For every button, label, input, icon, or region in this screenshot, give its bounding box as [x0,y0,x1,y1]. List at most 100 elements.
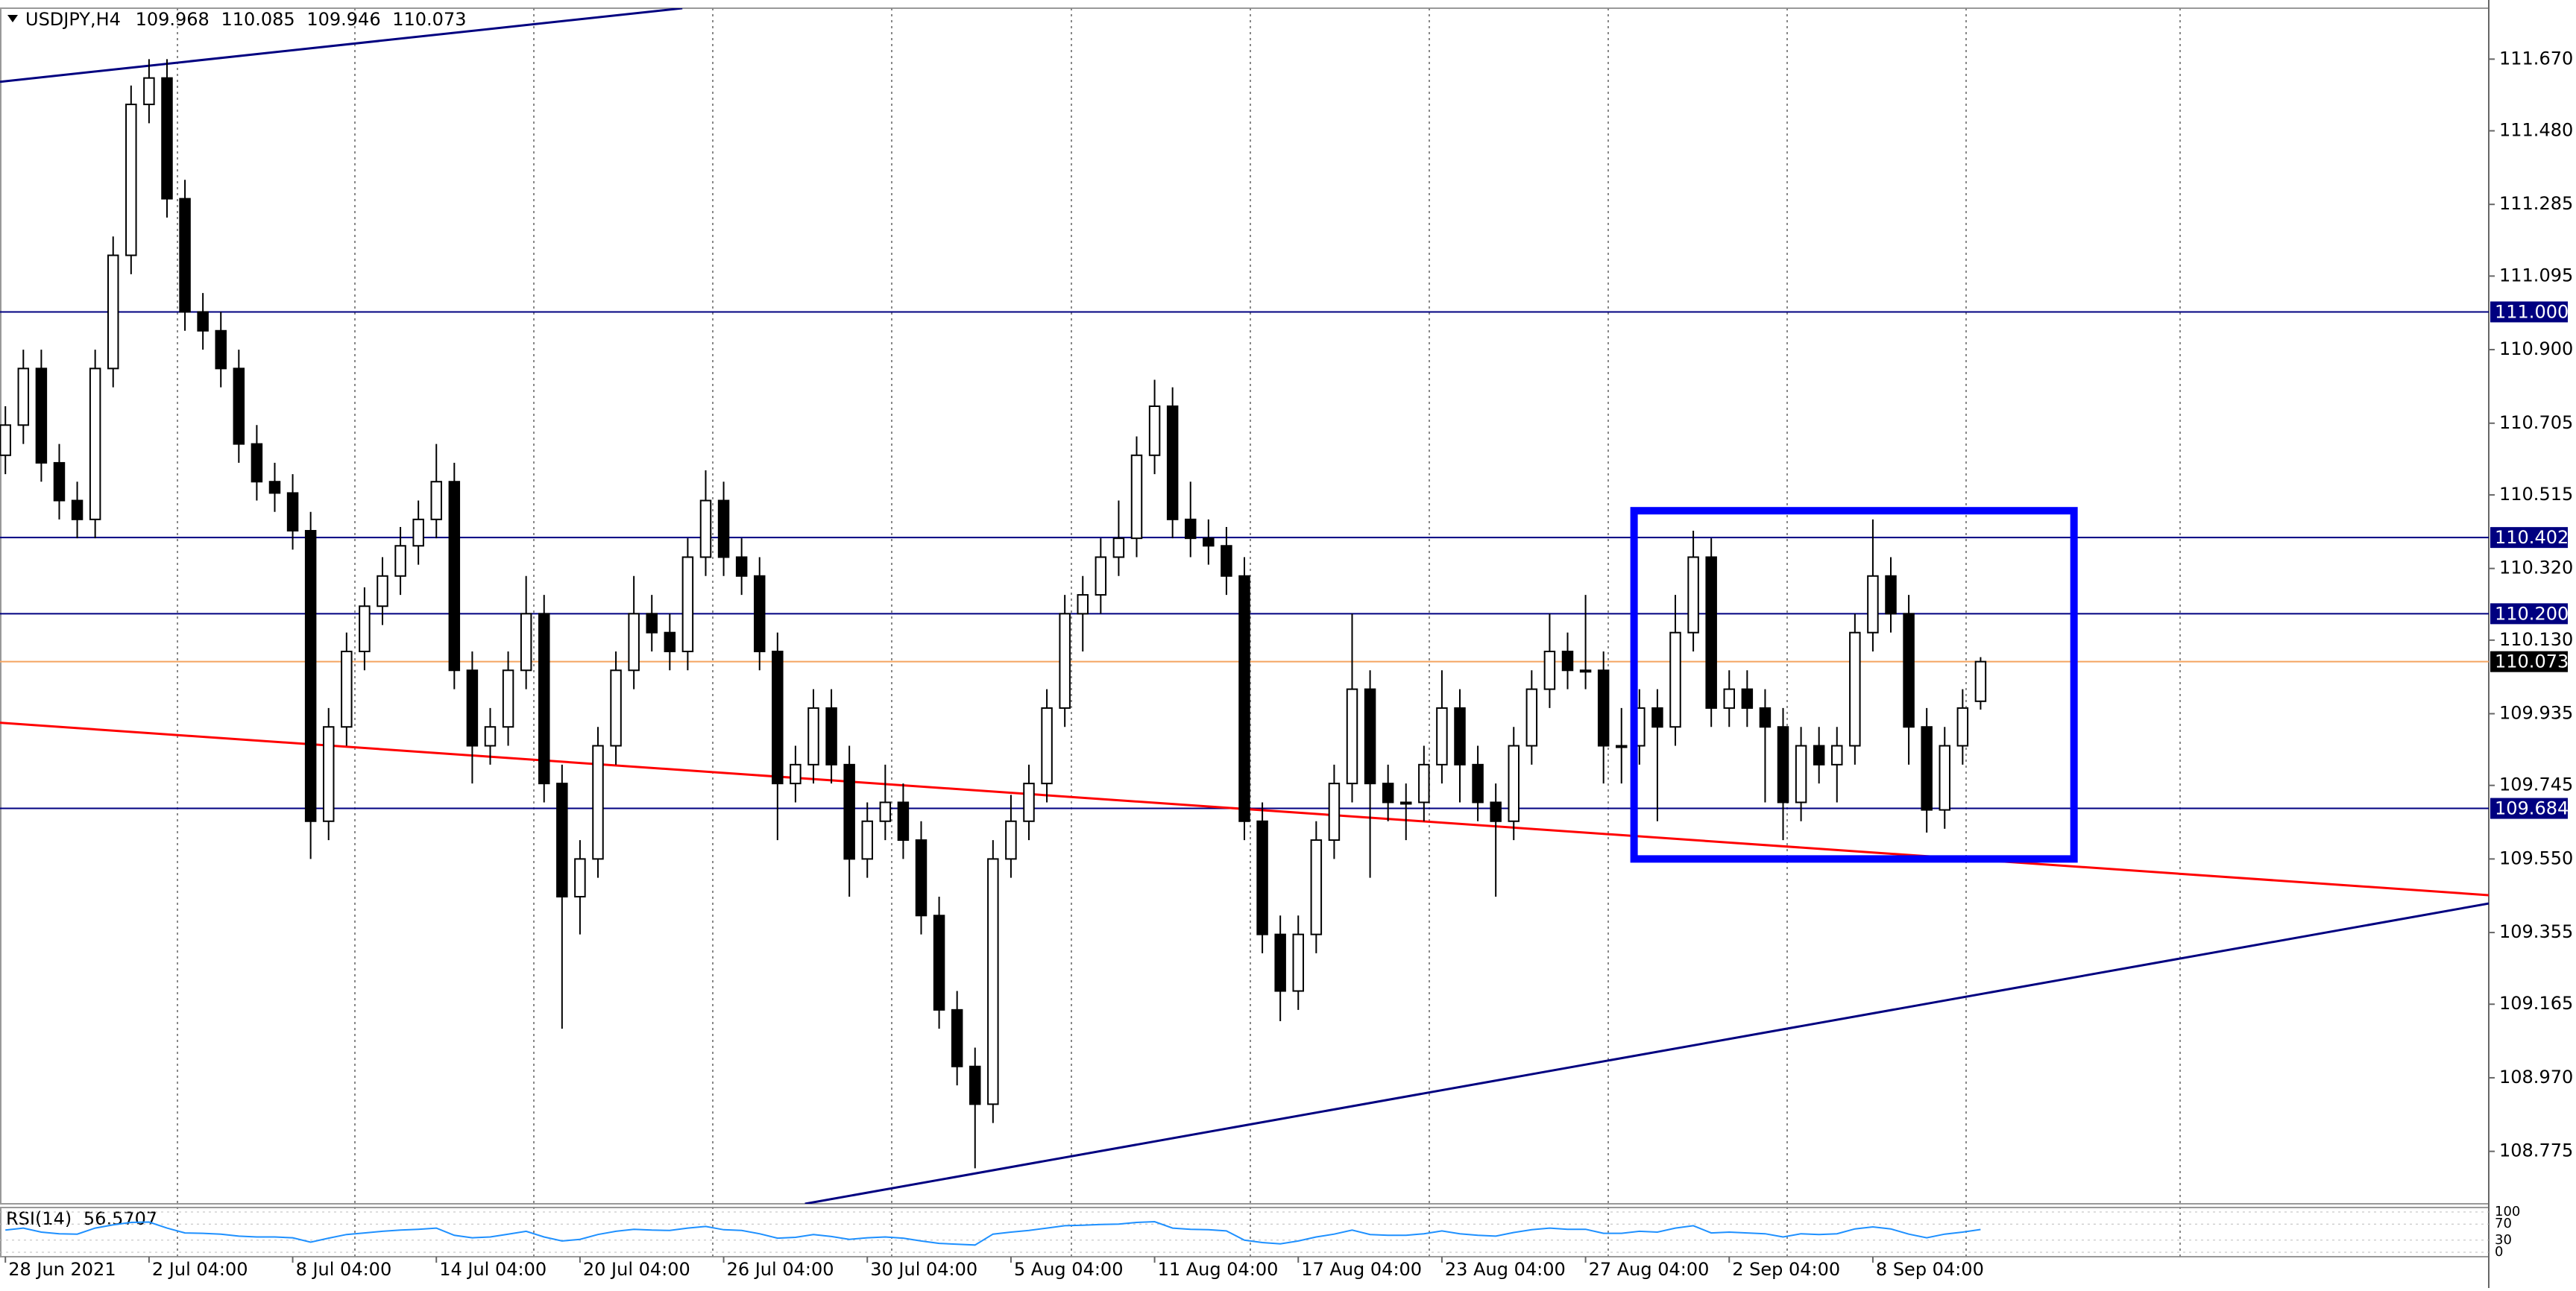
candle-body [897,801,910,842]
candle-body [322,726,335,822]
y-tick-label: 110.515 [2499,484,2573,505]
last-open: 109.968 [136,9,210,30]
candle-body [1364,688,1376,785]
candle-body [1023,783,1035,822]
candle-body [735,556,748,577]
candle-body [161,77,173,200]
candle-body [699,499,712,558]
y-tick-label: 111.480 [2499,119,2573,140]
level-tag [2490,798,2568,819]
candle-body [125,104,137,256]
candle-body [1454,707,1466,766]
candle-body [1130,454,1143,540]
trendline [804,902,2489,1204]
candle-body [107,254,119,370]
candle-body [556,783,568,897]
candle-body [1148,405,1161,456]
y-tick-label: 110.705 [2499,412,2573,433]
level-label: 111.000 [2495,301,2569,322]
candle-body [143,77,155,106]
candle-body [1921,726,1933,811]
symbol: USDJPY,H4 [25,9,121,30]
candle-body [304,530,317,822]
menu-arrow [7,15,18,22]
y-tick-label: 109.935 [2499,703,2573,724]
x-tick-label: 17 Aug 04:00 [1301,1259,1422,1280]
candle-body [341,650,353,728]
y-tick-label: 111.285 [2499,193,2573,214]
candle-body [807,707,819,766]
candle-body [1472,763,1484,804]
candle-body [286,492,299,532]
y-tick-label: 109.165 [2499,993,2573,1014]
candle-body [843,763,855,860]
x-tick-label: 26 Jul 04:00 [727,1259,834,1280]
candle-body [233,367,245,445]
last-low: 109.946 [306,9,380,30]
candle-body [717,499,730,558]
candle-body [1974,660,1987,702]
candle-body [1795,745,1807,804]
candle-body [1328,783,1341,842]
range-box [1630,507,2078,863]
rsi-last: 56.5707 [84,1208,157,1229]
candle-body [915,839,928,917]
candle-body [1238,575,1250,822]
y-tick-label: 109.745 [2499,774,2573,795]
y-tick-label: 109.550 [2499,847,2573,868]
candle-body [377,575,388,607]
plot-area [0,8,2489,1204]
candle-body [1077,594,1089,615]
candle-body [1777,726,1789,804]
candle-body [251,443,263,483]
candle-body [664,631,676,652]
candle-body [520,613,532,672]
y-tick-label: 108.970 [2499,1067,2573,1088]
candle-body [1885,575,1897,615]
candle-body [268,481,281,494]
y-tick-label: 110.900 [2499,338,2573,359]
candle-body [53,461,66,502]
candle-body [1400,801,1412,805]
candle-body [1292,933,1304,992]
candle-body [1759,707,1772,728]
candle-body [1849,631,1861,747]
candle-body [772,650,784,785]
x-tick-label: 30 Jul 04:00 [870,1259,977,1280]
candle-body [1616,745,1628,748]
candle-body [1723,688,1736,709]
candle-body [1813,745,1825,766]
candle-body [1185,518,1197,540]
candle-body [71,499,84,520]
last-high: 110.085 [221,9,295,30]
x-tick-label: 5 Aug 04:00 [1014,1259,1124,1280]
candle-body [538,613,550,785]
candle-body [1956,707,1969,747]
candle-body [1221,545,1232,577]
candle-body [1112,537,1125,558]
candle-body [592,745,604,860]
candle-body [1418,763,1430,804]
candle-body [179,198,191,313]
candle-body [359,605,371,652]
candle-body [861,820,873,860]
trendline [0,8,683,83]
candle-body [1382,783,1394,804]
candle-body [1095,556,1107,596]
candle-body [1831,745,1843,766]
candle-body [1669,631,1681,728]
candle-body [933,915,945,1011]
candle-body [1903,613,1915,728]
candle-body [89,367,101,520]
y-tick-label: 111.095 [2499,265,2573,285]
y-tick-label: 108.775 [2499,1140,2573,1161]
candle-body [753,575,766,652]
y-tick-label: 111.670 [2499,48,2573,69]
x-tick-label: 8 Jul 04:00 [296,1259,392,1280]
candle-body [951,1009,963,1067]
candle-body [1579,669,1592,673]
rsi-name: RSI(14) [6,1208,72,1229]
candle-body [394,545,406,577]
